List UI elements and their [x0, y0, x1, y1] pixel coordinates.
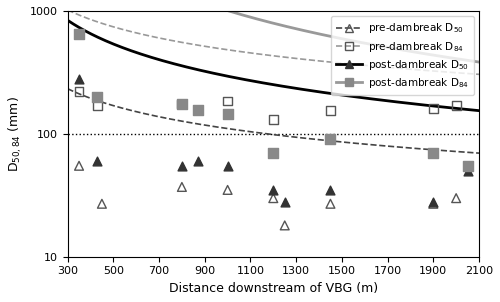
Point — [270, 196, 278, 201]
Point — [94, 159, 102, 164]
Point — [194, 159, 202, 164]
Point — [224, 188, 232, 192]
Point — [326, 188, 334, 192]
Point — [430, 201, 438, 206]
Point — [94, 103, 102, 108]
Point — [430, 106, 438, 111]
Point — [430, 199, 438, 204]
Point — [75, 76, 83, 81]
Point — [326, 137, 334, 142]
Point — [326, 201, 334, 206]
Point — [98, 201, 106, 206]
Point — [280, 223, 288, 228]
Point — [464, 163, 471, 168]
Point — [452, 196, 460, 201]
Point — [94, 95, 102, 99]
Point — [464, 169, 471, 173]
Point — [270, 188, 278, 192]
X-axis label: Distance downstream of VBG (m): Distance downstream of VBG (m) — [168, 282, 378, 295]
Point — [270, 117, 278, 122]
Point — [178, 163, 186, 168]
Point — [224, 163, 232, 168]
Point — [224, 99, 232, 104]
Point — [224, 112, 232, 117]
Point — [178, 185, 186, 189]
Legend: pre-dambreak D$_{50}$, pre-dambreak D$_{84}$, post-dambreak D$_{50}$, post-dambr: pre-dambreak D$_{50}$, pre-dambreak D$_{… — [331, 16, 474, 95]
Point — [75, 31, 83, 36]
Point — [75, 163, 83, 168]
Y-axis label: D$_{50, 84}$ (mm): D$_{50, 84}$ (mm) — [7, 96, 24, 172]
Point — [75, 89, 83, 94]
Point — [270, 150, 278, 155]
Point — [452, 103, 460, 108]
Point — [194, 108, 202, 113]
Point — [178, 101, 186, 106]
Point — [280, 199, 288, 204]
Point — [430, 150, 438, 155]
Point — [178, 101, 186, 106]
Point — [326, 108, 334, 113]
